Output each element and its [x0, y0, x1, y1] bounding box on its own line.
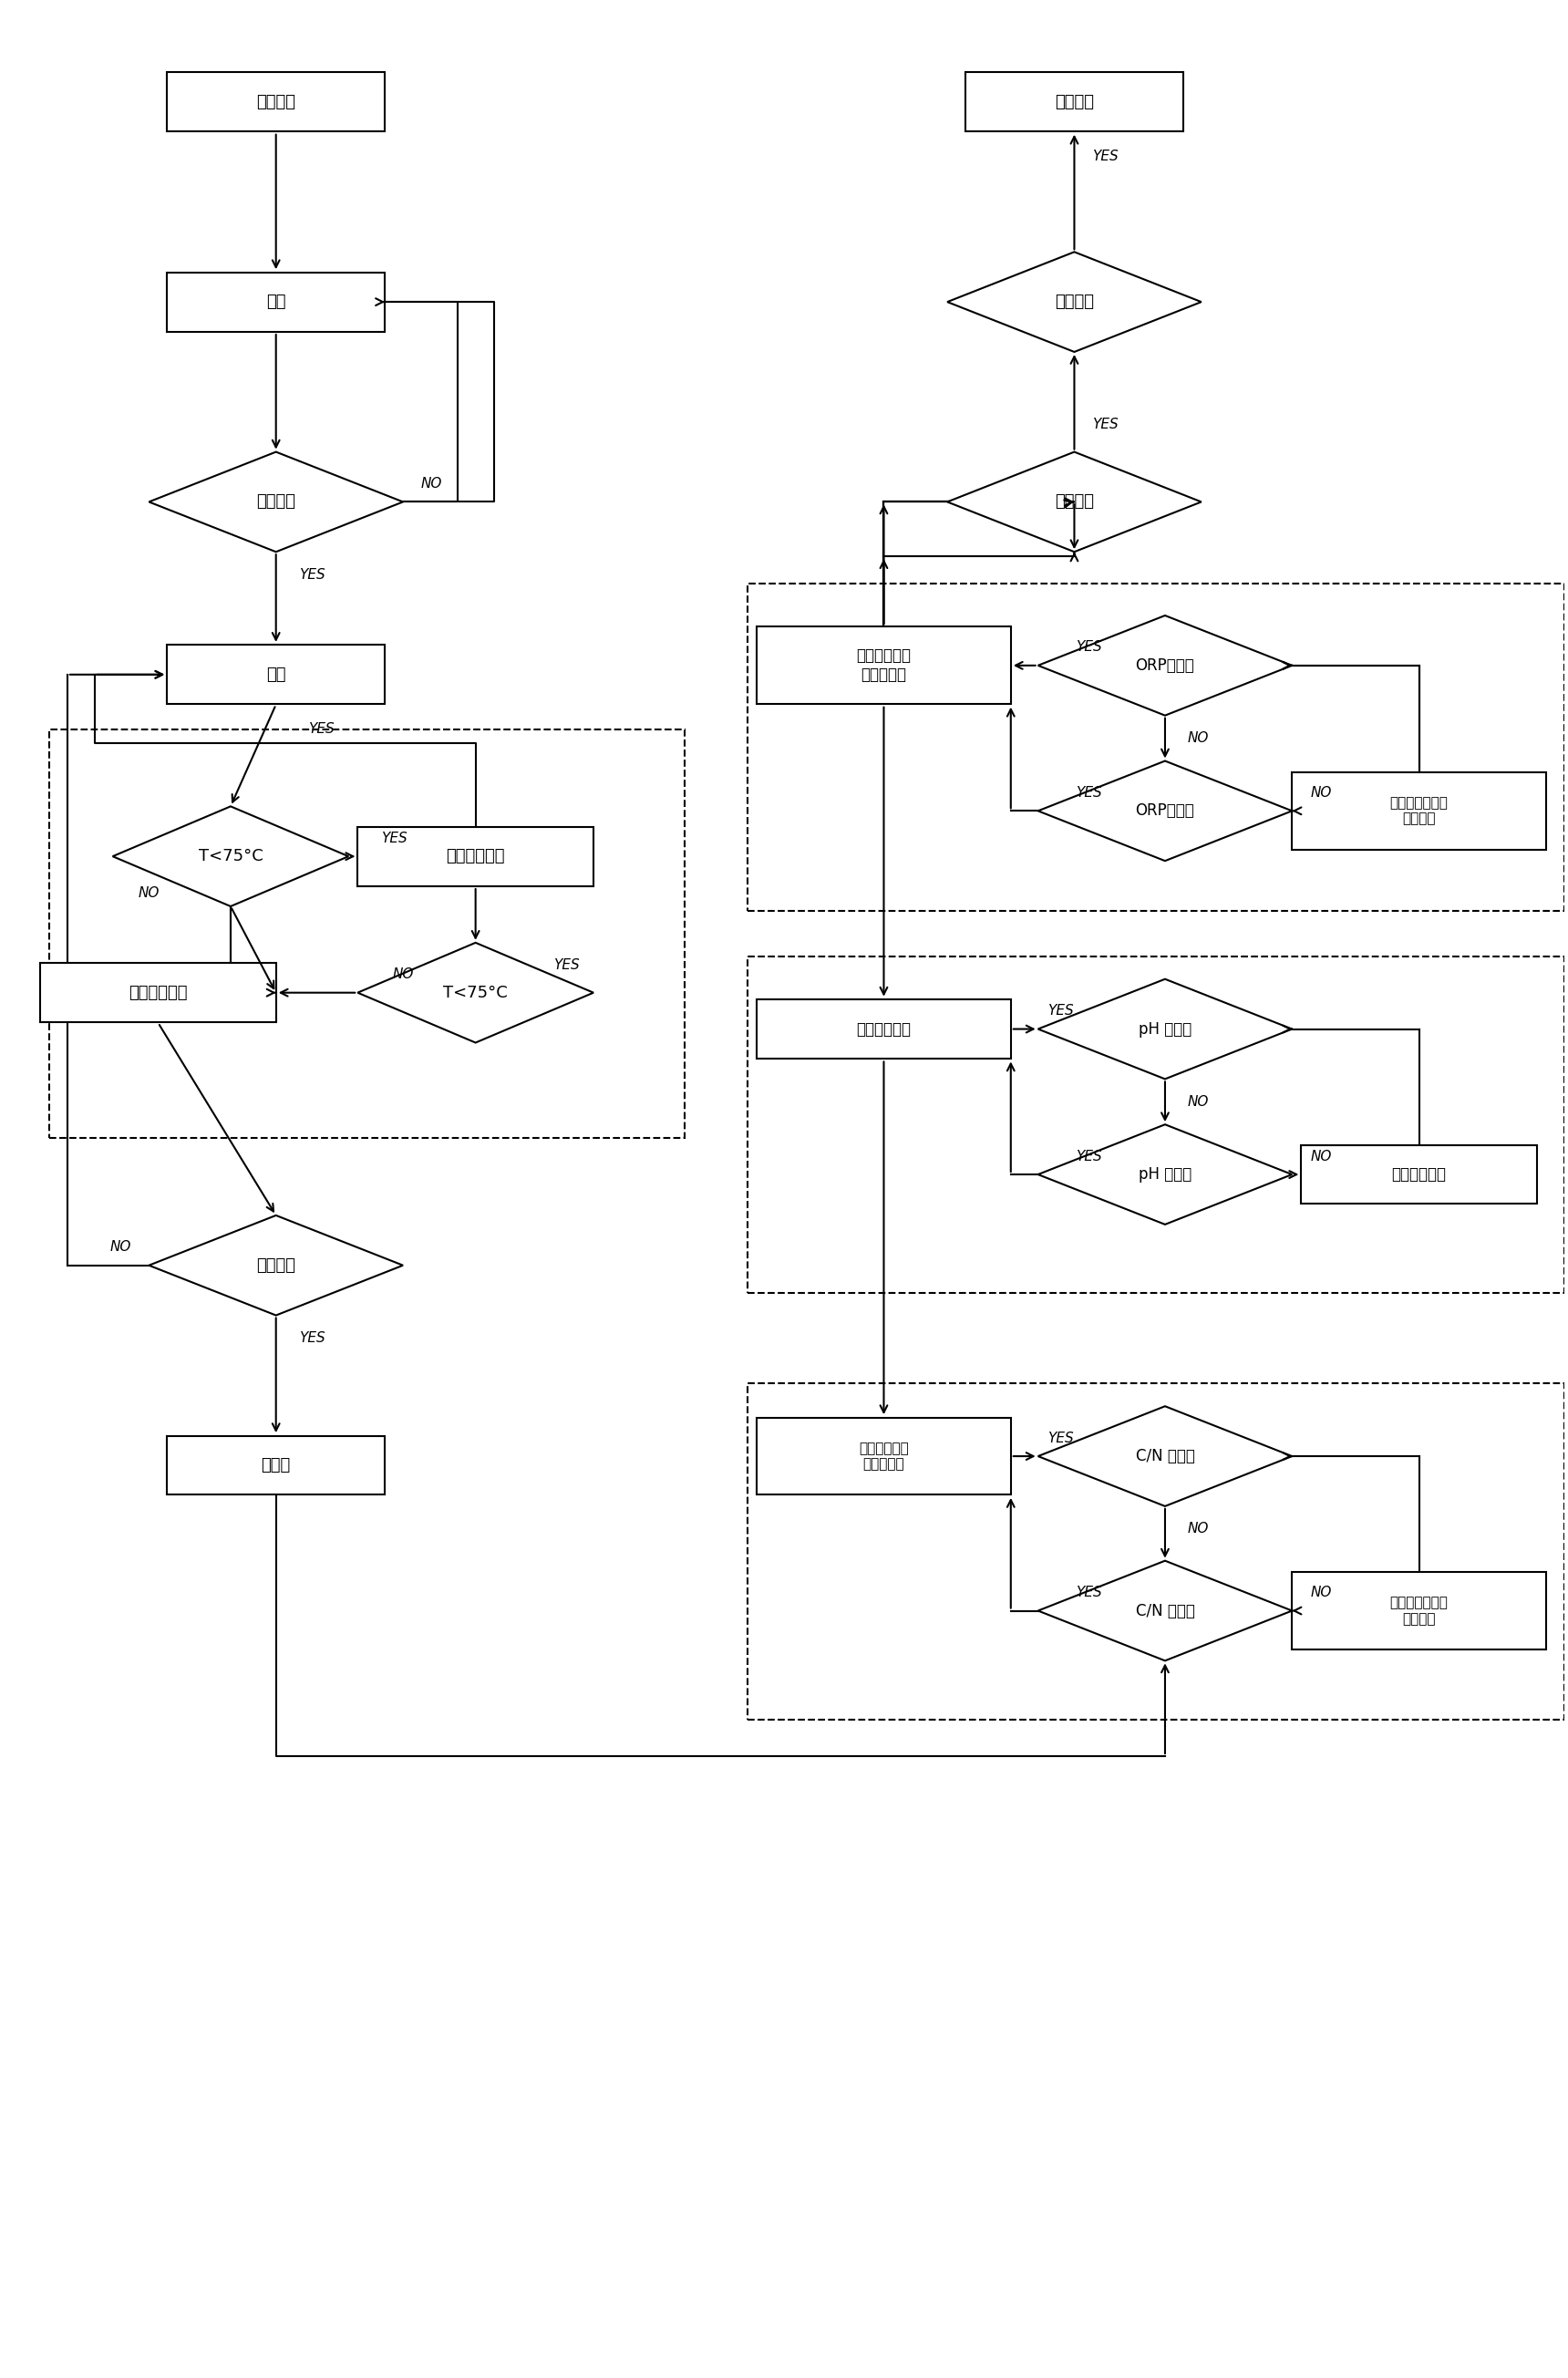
Text: YES: YES [298, 568, 325, 583]
FancyBboxPatch shape [168, 1436, 384, 1496]
Text: YES: YES [1076, 640, 1102, 654]
FancyBboxPatch shape [966, 71, 1184, 131]
Text: YES: YES [554, 958, 579, 973]
Text: C/N 设定值: C/N 设定值 [1135, 1448, 1195, 1465]
Text: NO: NO [110, 1241, 130, 1253]
Text: NO: NO [1311, 1149, 1331, 1163]
Text: NO: NO [1187, 732, 1209, 744]
Text: 酸碱系统关闭: 酸碱系统关闭 [856, 1020, 911, 1037]
Text: YES: YES [1047, 1432, 1073, 1446]
Text: NO: NO [1311, 1586, 1331, 1600]
Polygon shape [1038, 1405, 1292, 1505]
Text: YES: YES [1076, 785, 1102, 799]
Text: YES: YES [1047, 1004, 1073, 1018]
Text: YES: YES [298, 1332, 325, 1346]
Text: YES: YES [1093, 419, 1118, 430]
Text: YES: YES [381, 832, 408, 844]
FancyBboxPatch shape [358, 828, 593, 887]
Polygon shape [113, 806, 348, 906]
Text: 搅拌系统时间
控制器关闭: 搅拌系统时间 控制器关闭 [856, 647, 911, 682]
FancyBboxPatch shape [168, 644, 384, 704]
FancyBboxPatch shape [168, 273, 384, 331]
Polygon shape [149, 1215, 403, 1315]
FancyBboxPatch shape [757, 1417, 1011, 1496]
Text: NO: NO [1187, 1094, 1209, 1108]
FancyBboxPatch shape [1292, 1572, 1546, 1650]
Text: T<75°C: T<75°C [444, 984, 508, 1001]
Text: T<75°C: T<75°C [199, 849, 263, 866]
Text: NO: NO [1311, 785, 1331, 799]
FancyBboxPatch shape [1301, 1144, 1537, 1203]
Text: YES: YES [1076, 1586, 1102, 1600]
Text: 系统终止: 系统终止 [1055, 93, 1094, 109]
Text: NO: NO [422, 478, 442, 490]
Text: 时间控制: 时间控制 [256, 495, 295, 509]
Text: 酸碱系统开启: 酸碱系统开启 [1392, 1165, 1446, 1182]
Polygon shape [149, 452, 403, 552]
Text: 搅拌系统时间控
制器开启: 搅拌系统时间控 制器开启 [1389, 797, 1449, 825]
FancyBboxPatch shape [757, 628, 1011, 704]
Text: 秸秆发酵液进
水系统关闭: 秸秆发酵液进 水系统关闭 [859, 1441, 909, 1472]
Polygon shape [358, 942, 593, 1042]
Text: 加热系统关闭: 加热系统关闭 [129, 984, 188, 1001]
Text: NO: NO [1187, 1522, 1209, 1536]
Polygon shape [947, 452, 1201, 552]
FancyBboxPatch shape [1292, 773, 1546, 849]
Text: 调节池: 调节池 [262, 1458, 290, 1474]
Text: pH 设定值: pH 设定值 [1138, 1165, 1192, 1182]
Text: 搅拌: 搅拌 [267, 666, 285, 682]
Text: 时间控制: 时间控制 [256, 1258, 295, 1275]
Text: YES: YES [1076, 1149, 1102, 1163]
FancyBboxPatch shape [757, 999, 1011, 1058]
Text: pH 设定值: pH 设定值 [1138, 1020, 1192, 1037]
Text: 沼渣排放: 沼渣排放 [1055, 295, 1094, 309]
Text: NO: NO [138, 887, 160, 899]
Polygon shape [1038, 616, 1292, 716]
Text: YES: YES [1093, 150, 1118, 164]
FancyBboxPatch shape [168, 71, 384, 131]
Polygon shape [947, 252, 1201, 352]
Polygon shape [1038, 1125, 1292, 1225]
Polygon shape [1038, 761, 1292, 861]
Text: 加热系统开启: 加热系统开启 [447, 849, 505, 866]
Text: C/N 设定值: C/N 设定值 [1135, 1603, 1195, 1619]
FancyBboxPatch shape [41, 963, 276, 1023]
Text: 进料: 进料 [267, 295, 285, 309]
Text: ORP设定值: ORP设定值 [1135, 656, 1195, 673]
Text: 时间控制: 时间控制 [1055, 495, 1094, 509]
Text: NO: NO [392, 968, 414, 982]
Text: 系统开启: 系统开启 [256, 93, 295, 109]
Text: ORP设定值: ORP设定值 [1135, 804, 1195, 818]
Text: 秸秆发酵液进水
系统开启: 秸秆发酵液进水 系统开启 [1389, 1596, 1449, 1627]
Polygon shape [1038, 1560, 1292, 1660]
Text: YES: YES [309, 723, 334, 735]
Polygon shape [1038, 980, 1292, 1080]
